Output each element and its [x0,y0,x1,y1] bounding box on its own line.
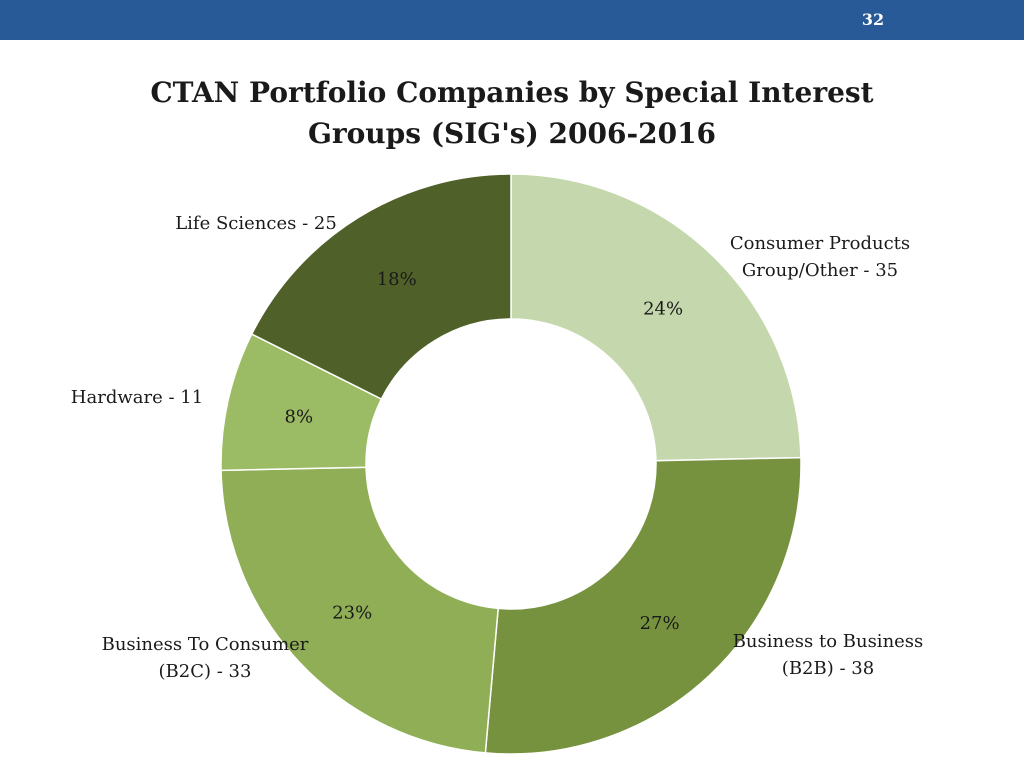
header-bar: 32 [0,0,1024,40]
slice-percent-label: 18% [377,269,417,290]
slice-category-label-line: Business To Consumer [102,634,309,655]
slice-category-label: Business To Consumer (B2C) - 33 [102,634,309,682]
donut-slice [250,173,512,401]
slice-category-label-line: Life Sciences - 25 [175,213,337,234]
donut-labels: 24% Consumer Products Group/Other - 35 27% B… [71,213,923,682]
chart-title: CTAN Portfolio Companies by Special Inte… [112,72,912,154]
slice-percent-label: 8% [285,406,314,427]
slice-category-label-line: Consumer Products [730,233,910,254]
chart-title-line-1: CTAN Portfolio Companies by Special Inte… [150,76,874,109]
slice-category-label: Life Sciences - 25 [175,213,337,234]
chart-title-line-2: Groups (SIG's) 2006-2016 [307,117,717,150]
donut-slices [220,173,802,755]
slice-category-label-line: Group/Other - 35 [742,260,898,281]
slice-category-label-line: (B2C) - 33 [159,661,252,682]
slice-category-label: Consumer Products Group/Other - 35 [730,233,910,281]
donut-slice [510,173,802,462]
slice-category-label-line: Hardware - 11 [71,387,203,408]
slice-category-label-line: (B2B) - 38 [782,658,874,679]
slice-category-label: Hardware - 11 [71,387,203,408]
donut-slice [484,456,802,755]
slice-percent-label: 24% [643,299,683,320]
slice-percent-label: 23% [332,603,372,624]
slice-category-label: Business to Business (B2B) - 38 [733,631,924,679]
slice-percent-label: 27% [640,613,680,634]
page-number: 32 [861,10,885,29]
donut-slice [220,466,499,754]
slice-category-label-line: Business to Business [733,631,924,652]
